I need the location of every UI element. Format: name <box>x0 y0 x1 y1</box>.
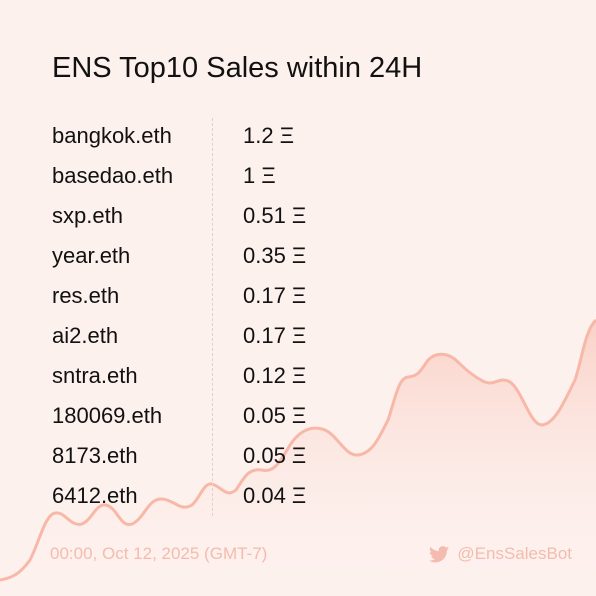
sale-price: 0.17 Ξ <box>243 283 307 308</box>
sale-price: 0.17 Ξ <box>243 323 307 348</box>
timestamp: 00:00, Oct 12, 2025 (GMT-7) <box>50 544 268 563</box>
ens-name: bangkok.eth <box>52 123 172 148</box>
divider <box>212 118 213 516</box>
ens-name: sntra.eth <box>52 363 138 388</box>
sale-price: 0.04 Ξ <box>243 483 307 508</box>
ens-name: res.eth <box>52 283 120 308</box>
sale-price: 0.51 Ξ <box>243 203 307 228</box>
ens-name: basedao.eth <box>52 163 174 188</box>
curve-area <box>0 320 596 596</box>
ens-name: 8173.eth <box>52 443 138 468</box>
ens-name: ai2.eth <box>52 323 119 348</box>
ens-name: year.eth <box>52 243 131 268</box>
ens-name: 180069.eth <box>52 403 163 428</box>
sale-price: 0.05 Ξ <box>243 443 307 468</box>
handle-text: @EnsSalesBot <box>457 544 572 563</box>
handle: @EnsSalesBot <box>429 544 572 564</box>
twitter-icon <box>429 545 450 562</box>
sale-price: 0.12 Ξ <box>243 363 307 388</box>
sale-price: 0.35 Ξ <box>243 243 307 268</box>
sale-price: 1 Ξ <box>243 163 276 188</box>
sale-price: 1.2 Ξ <box>243 123 294 148</box>
ens-name: 6412.eth <box>52 483 138 508</box>
sale-price: 0.05 Ξ <box>243 403 307 428</box>
title: ENS Top10 Sales within 24H <box>52 52 423 84</box>
ens-name: sxp.eth <box>52 203 123 228</box>
curve-line <box>0 318 596 582</box>
